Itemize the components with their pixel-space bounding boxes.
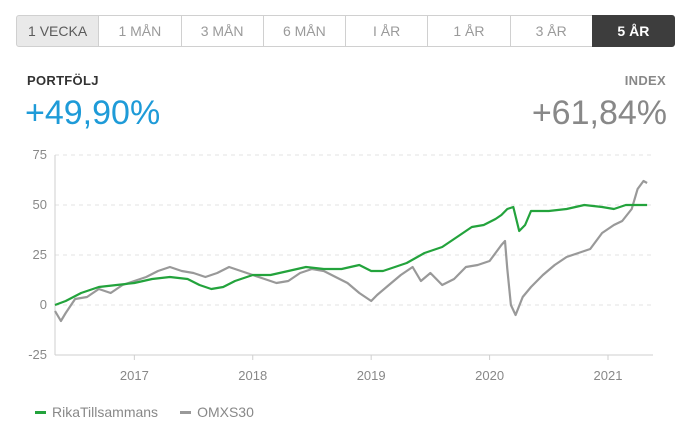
legend-item-omxs30[interactable]: OMXS30 [180,404,254,420]
tab-1-ar[interactable]: 1 ÅR [427,15,511,47]
tab-6-man[interactable]: 6 MÅN [262,15,346,47]
x-tick-label: 2019 [357,368,386,383]
y-tick-label: 25 [33,247,47,262]
legend-label: OMXS30 [197,404,254,420]
legend-swatch-rikatillsammans [35,410,46,414]
x-tick-label: 2017 [120,368,149,383]
series-line-omxs30 [54,179,648,323]
performance-chart: -25 0 25 50 75 2017 2018 2019 2020 2021 [28,147,653,383]
legend-swatch-omxs30 [180,410,192,414]
portfolio-return: +49,90% [25,94,161,132]
chart-legend: RikaTillsammans OMXS30 [35,404,276,420]
tab-1-man[interactable]: 1 MÅN [98,15,182,47]
period-selector: 1 VECKA 1 MÅN 3 MÅN 6 MÅN I ÅR 1 ÅR 3 ÅR… [16,15,675,47]
tab-5-ar[interactable]: 5 ÅR [591,15,675,47]
x-tick-label: 2021 [594,368,623,383]
y-tick-label: -25 [28,347,47,362]
legend-label: RikaTillsammans [52,404,159,420]
y-tick-label: 0 [40,297,47,312]
tab-3-ar[interactable]: 3 ÅR [509,15,593,47]
x-tick-label: 2018 [238,368,267,383]
y-tick-label: 50 [33,197,47,212]
series-line-rikatillsammans [54,203,648,307]
portfolio-label: PORTFÖLJ [27,73,99,88]
y-tick-label: 75 [33,147,47,162]
index-return: +61,84% [531,94,667,132]
tab-3-man[interactable]: 3 MÅN [180,15,264,47]
tab-i-ar[interactable]: I ÅR [345,15,429,47]
tab-1-vecka[interactable]: 1 VECKA [16,15,100,47]
x-tick-label: 2020 [475,368,504,383]
index-label: INDEX [624,73,666,88]
legend-item-rikatillsammans[interactable]: RikaTillsammans [35,404,158,420]
